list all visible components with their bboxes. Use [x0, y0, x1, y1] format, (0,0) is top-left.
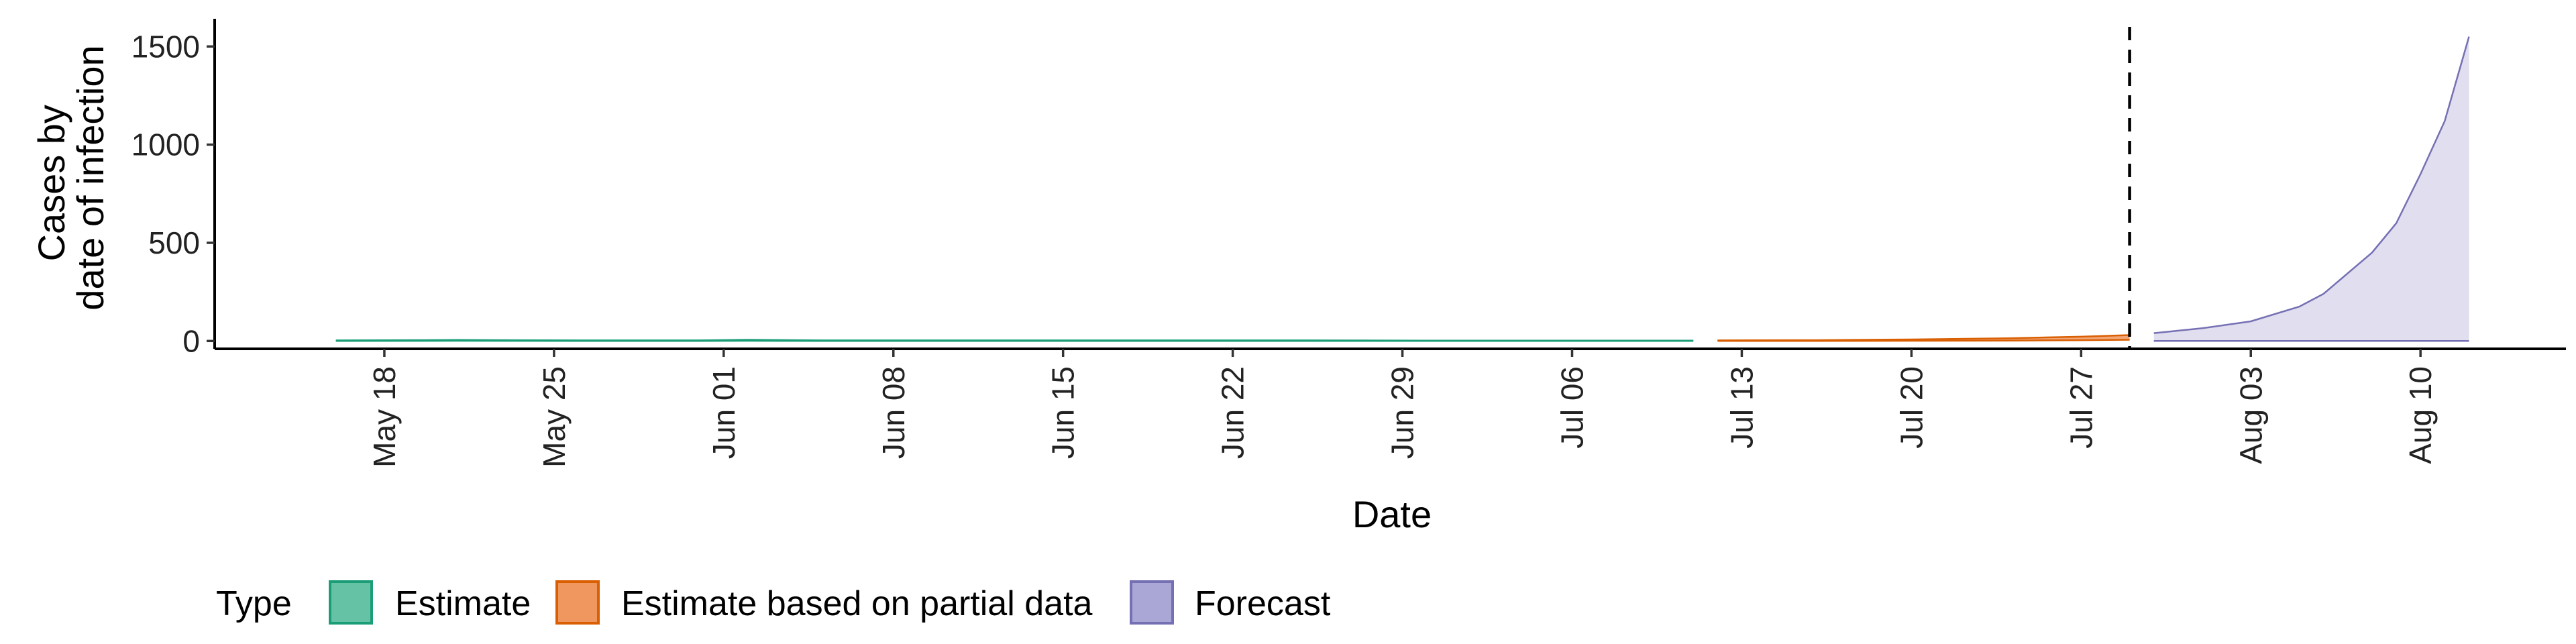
- y-tick-label: 1000: [131, 127, 200, 162]
- x-tick-label: Jun 01: [706, 366, 741, 459]
- y-axis-title-line-2: date of infection: [69, 45, 111, 310]
- y-tick-label: 500: [148, 225, 200, 260]
- x-tick-label: Jun 22: [1216, 366, 1250, 459]
- x-tick-label: May 25: [537, 366, 572, 468]
- legend-label-partial: Estimate based on partial data: [621, 584, 1093, 623]
- x-tick-label: Jul 13: [1724, 366, 1759, 449]
- legend-key-estimate: [329, 580, 373, 625]
- y-tick-label: 0: [182, 323, 200, 358]
- x-tick-label: May 18: [367, 366, 402, 468]
- series-area-forecast: [2153, 36, 2469, 341]
- y-axis-ticks: 0 500 1000 1500: [131, 29, 215, 358]
- x-tick-label: Aug 03: [2233, 366, 2268, 464]
- x-axis-ticks: May 18 May 25 Jun 01 Jun 08 Jun 15 Jun 22 Jun …: [367, 349, 2438, 468]
- legend-label-forecast: Forecast: [1195, 584, 1331, 623]
- x-tick-label: Jun 08: [876, 366, 911, 459]
- y-axis-title: Cases by date of infection: [30, 45, 111, 310]
- y-axis-title-line-1: Cases by: [30, 105, 72, 261]
- legend: Type Estimate Estimate based on partial …: [216, 580, 1331, 625]
- x-tick-label: Jun 15: [1046, 366, 1081, 459]
- x-tick-label: Jul 20: [1894, 366, 1929, 449]
- y-tick-label: 1500: [131, 29, 200, 64]
- series-upper-line-forecast: [2153, 36, 2470, 334]
- series-area-estimate-based-on-partial-data: [1717, 335, 2130, 341]
- axes: [213, 19, 2566, 350]
- legend-key-forecast: [1130, 580, 1174, 625]
- legend-title: Type: [216, 584, 292, 623]
- x-tick-label: Jun 29: [1385, 366, 1420, 459]
- series-layer: [335, 36, 2470, 342]
- x-tick-label: Jul 06: [1555, 366, 1590, 449]
- x-tick-label: Jul 27: [2063, 366, 2098, 449]
- x-axis-title: Date: [1352, 493, 1432, 535]
- series-lower-line-estimate-based-on-partial-data: [1717, 339, 2130, 342]
- legend-label-estimate: Estimate: [395, 584, 531, 623]
- legend-key-partial: [555, 580, 600, 625]
- x-tick-label: Aug 10: [2403, 366, 2438, 464]
